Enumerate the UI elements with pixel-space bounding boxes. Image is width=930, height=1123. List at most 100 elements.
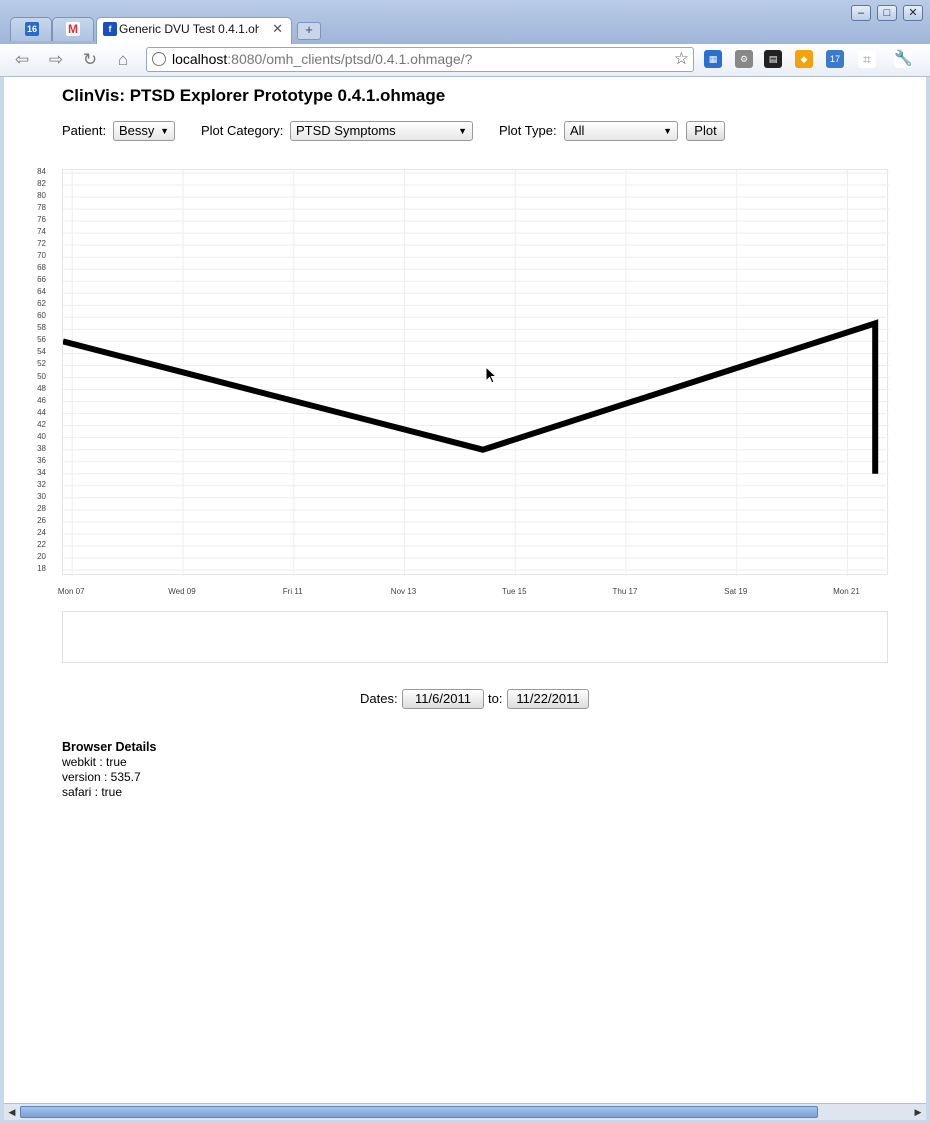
y-tick-label: 62: [37, 299, 46, 309]
address-bar[interactable]: localhost:8080/omh_clients/ptsd/0.4.1.oh…: [146, 47, 694, 72]
plot-button[interactable]: Plot: [686, 121, 725, 141]
browser-toolbar: ⇦ ⇨ ↻ ⌂ localhost:8080/omh_clients/ptsd/…: [0, 44, 930, 77]
reload-icon[interactable]: ↻: [82, 50, 98, 69]
crop-extension-icon[interactable]: ⌗: [858, 50, 876, 68]
category-select-value: PTSD Symptoms: [296, 123, 396, 138]
details-heading: Browser Details: [62, 740, 157, 754]
maximize-button[interactable]: □: [877, 5, 897, 21]
overview-panel: [62, 611, 888, 663]
y-tick-label: 18: [37, 563, 46, 573]
app-favicon-icon: f: [103, 22, 117, 36]
type-select-value: All: [570, 123, 585, 138]
patient-select[interactable]: Bessy ▼: [113, 121, 175, 141]
y-tick-label: 76: [37, 215, 46, 225]
y-tick-label: 60: [37, 311, 46, 321]
box-extension-icon[interactable]: ◆: [795, 50, 813, 68]
scrollbar-thumb[interactable]: [20, 1106, 818, 1118]
patient-label: Patient:: [62, 123, 107, 138]
date-from-button[interactable]: 11/6/2011: [402, 689, 484, 709]
chevron-down-icon: ▼: [663, 126, 672, 136]
y-tick-label: 66: [37, 275, 46, 285]
close-window-button[interactable]: ✕: [903, 5, 923, 21]
y-tick-label: 28: [37, 503, 46, 513]
y-tick-label: 22: [37, 539, 46, 549]
address-url: localhost:8080/omh_clients/ptsd/0.4.1.oh…: [172, 51, 473, 67]
y-tick-label: 78: [37, 203, 46, 213]
wrench-icon[interactable]: 🔧: [894, 50, 913, 68]
y-tick-label: 80: [37, 191, 46, 201]
chevron-down-icon: ▼: [160, 126, 169, 136]
new-tab-button[interactable]: +: [297, 22, 321, 40]
y-tick-label: 74: [37, 227, 46, 237]
page-title: ClinVis: PTSD Explorer Prototype 0.4.1.o…: [62, 86, 446, 105]
x-tick-label: Thu 17: [612, 587, 638, 596]
notebook-extension-icon[interactable]: ▤: [764, 50, 782, 68]
minimize-button[interactable]: –: [851, 5, 871, 21]
y-tick-label: 34: [37, 467, 46, 477]
tab-close-icon[interactable]: ✕: [272, 21, 283, 36]
y-tick-label: 82: [37, 179, 46, 189]
x-tick-label: Tue 15: [501, 587, 527, 596]
y-tick-label: 26: [37, 515, 46, 525]
category-label: Plot Category:: [201, 123, 284, 138]
y-tick-label: 46: [37, 395, 46, 405]
y-tick-label: 32: [37, 479, 46, 489]
x-tick-label: Fri 11: [282, 587, 303, 596]
details-line: version : 535.7: [62, 770, 141, 784]
y-tick-label: 56: [37, 335, 46, 345]
phone-extension-icon[interactable]: 17: [826, 50, 844, 68]
y-tick-label: 42: [37, 419, 46, 429]
y-tick-label: 50: [37, 371, 46, 381]
tab-title: Generic DVU Test 0.4.1.ohmage: [119, 22, 259, 36]
dates-label: Dates:: [360, 691, 398, 706]
tab-active[interactable]: f Generic DVU Test 0.4.1.ohmage ✕: [96, 17, 292, 44]
y-tick-label: 54: [37, 347, 46, 357]
home-icon[interactable]: ⌂: [117, 50, 129, 69]
y-tick-label: 24: [37, 527, 46, 537]
scroll-left-icon[interactable]: ◀: [8, 1107, 16, 1117]
scroll-right-icon[interactable]: ▶: [914, 1107, 922, 1117]
y-tick-label: 30: [37, 491, 46, 501]
chevron-down-icon: ▼: [458, 126, 467, 136]
tab-calendar[interactable]: 16: [10, 17, 52, 41]
mouse-cursor-icon: [485, 366, 498, 384]
x-tick-label: Mon 21: [833, 587, 860, 596]
y-tick-label: 48: [37, 383, 46, 393]
forward-icon[interactable]: ⇨: [48, 50, 64, 69]
y-tick-label: 20: [37, 551, 46, 561]
gmail-icon: M: [66, 22, 80, 36]
x-tick-label: Nov 13: [390, 587, 417, 596]
series-line: [62, 319, 879, 474]
gear-extension-icon[interactable]: ⚙: [735, 50, 753, 68]
y-tick-label: 52: [37, 359, 46, 369]
globe-icon: [152, 52, 166, 66]
details-line: webkit : true: [62, 755, 127, 769]
y-tick-label: 70: [37, 251, 46, 261]
calendar-icon: 16: [25, 22, 39, 36]
y-tick-label: 72: [37, 239, 46, 249]
date-to-button[interactable]: 11/22/2011: [507, 689, 589, 709]
details-line: safari : true: [62, 785, 123, 799]
horizontal-scrollbar[interactable]: ◀ ▶: [4, 1103, 926, 1120]
type-select[interactable]: All ▼: [564, 121, 678, 141]
y-tick-label: 36: [37, 455, 46, 465]
line-chart: [62, 170, 889, 576]
tab-gmail[interactable]: M: [52, 17, 94, 41]
bookmark-star-icon[interactable]: ☆: [673, 49, 689, 68]
y-tick-label: 64: [37, 287, 46, 297]
x-tick-label: Wed 09: [168, 587, 196, 596]
plot-area: [62, 169, 889, 576]
back-icon[interactable]: ⇦: [14, 50, 30, 69]
type-label: Plot Type:: [499, 123, 557, 138]
page-content: ClinVis: PTSD Explorer Prototype 0.4.1.o…: [4, 77, 926, 1103]
y-tick-label: 84: [37, 167, 46, 176]
x-tick-label: Sat 19: [724, 587, 748, 596]
y-tick-label: 40: [37, 431, 46, 441]
category-select[interactable]: PTSD Symptoms ▼: [290, 121, 473, 141]
x-tick-label: Mon 07: [57, 587, 85, 596]
calendar-extension-icon[interactable]: ▦: [704, 50, 722, 68]
y-tick-label: 44: [37, 407, 46, 417]
window-titlebar: 16 M f Generic DVU Test 0.4.1.ohmage ✕ +…: [0, 0, 930, 44]
y-tick-label: 68: [37, 263, 46, 273]
browser-details: Browser Details webkit : true version : …: [62, 740, 156, 800]
